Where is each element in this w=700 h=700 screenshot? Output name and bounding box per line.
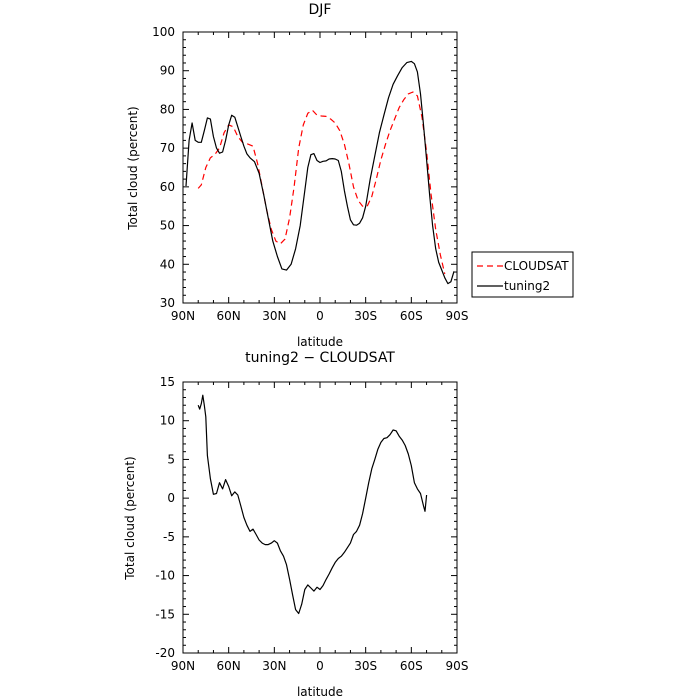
series-line-difference — [197, 394, 428, 615]
plot-frame — [182, 31, 458, 304]
plot-area: 90N 60N 30N 0 30S 60S 90S -20 -15 -10 -5 0 5 10 15 — [155, 375, 468, 673]
y-tick-label: -15 — [155, 607, 175, 621]
x-tick-label: 90N — [171, 659, 195, 673]
y-tick-label: 0 — [167, 491, 175, 505]
y-axis-title: Total cloud (percent) — [126, 106, 140, 230]
y-tick-label: 5 — [167, 452, 175, 466]
y-tick-label: 50 — [160, 219, 175, 233]
y-tick-label: 90 — [160, 64, 175, 78]
x-tick-label: 60N — [217, 659, 241, 673]
x-tick-label: 30S — [354, 659, 377, 673]
x-tick-label: 0 — [316, 659, 324, 673]
x-tick-label: 60N — [217, 309, 241, 323]
series-line-cloudsat — [197, 91, 446, 275]
legend-label-tuning2: tuning2 — [504, 279, 550, 293]
x-axis-title: latitude — [297, 335, 343, 349]
x-tick-label: 90N — [171, 309, 195, 323]
y-tick-label: 15 — [160, 375, 175, 389]
x-tick-label: 90S — [446, 309, 469, 323]
plot-area: 90N 60N 30N 0 30S 60S 90S 30 40 50 60 70 80 90 100 — [152, 25, 468, 323]
x-tick-label: 60S — [400, 659, 423, 673]
panel-title: DJF — [309, 2, 332, 18]
y-tick-label: 80 — [160, 102, 175, 116]
x-tick-label: 30S — [354, 309, 377, 323]
x-tick-label: 30N — [262, 309, 286, 323]
y-tick-label: 100 — [152, 25, 175, 39]
y-tick-label: -20 — [155, 646, 175, 660]
bottom-panel-difference: tuning2 − CLOUDSAT 90N 60N 30N 0 30S 60S 90S -2… — [123, 350, 468, 699]
legend: CLOUDSAT tuning2 — [471, 251, 574, 298]
y-tick-label: -5 — [163, 530, 175, 544]
y-axis-title: Total cloud (percent) — [123, 456, 137, 580]
legend-label-cloudsat: CLOUDSAT — [504, 259, 569, 273]
x-tick-label: 90S — [446, 659, 469, 673]
x-tick-label: 60S — [400, 309, 423, 323]
y-tick-label: 40 — [160, 257, 175, 271]
y-tick-label: 60 — [160, 180, 175, 194]
y-tick-label: 30 — [160, 296, 175, 310]
x-tick-label: 30N — [262, 659, 286, 673]
legend-box — [471, 251, 574, 298]
series-line-tuning2 — [185, 60, 455, 285]
top-panel-djf: DJF 90N 60N 30N 0 30S 60S 90S 30 40 50 60 70 80 90 100… — [126, 2, 468, 349]
x-axis-title: latitude — [297, 685, 343, 699]
y-tick-label: 70 — [160, 141, 175, 155]
x-tick-label: 0 — [316, 309, 324, 323]
y-tick-label: 10 — [160, 414, 175, 428]
y-tick-label: -10 — [155, 569, 175, 583]
panel-title: tuning2 − CLOUDSAT — [245, 350, 395, 366]
plot-frame — [182, 381, 458, 654]
